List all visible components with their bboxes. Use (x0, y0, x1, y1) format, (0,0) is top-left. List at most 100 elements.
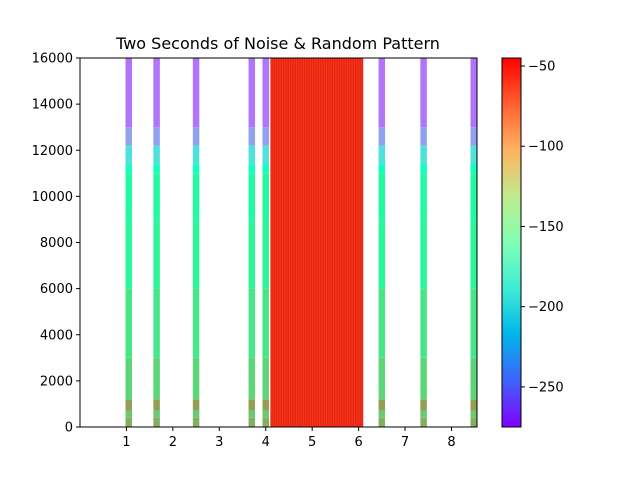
noise-texture (295, 58, 297, 427)
click-band (262, 127, 269, 146)
x-axis: 1 2 3 4 5 6 7 8 (122, 427, 456, 450)
colorbar-tick-label: −150 (528, 220, 564, 235)
noise-texture (277, 58, 279, 427)
click-band (470, 164, 477, 174)
y-tick-label: 8000 (40, 236, 73, 251)
click-band (192, 164, 200, 174)
x-tick-label: 7 (401, 435, 409, 450)
noise-texture (298, 58, 300, 427)
click-band (420, 417, 427, 427)
click-band (420, 219, 427, 289)
click-band (420, 127, 427, 146)
noise-texture (275, 58, 277, 427)
noise-texture (291, 58, 293, 427)
click-band (262, 58, 269, 128)
noise-texture (360, 58, 362, 427)
x-tick-label: 3 (215, 435, 223, 450)
click-band (470, 410, 477, 418)
click-band (378, 145, 386, 165)
click-band (125, 417, 133, 427)
click-band (125, 219, 133, 289)
x-tick-label: 6 (354, 435, 362, 450)
x-tick-label: 1 (122, 435, 130, 450)
click-band (125, 288, 133, 358)
noise-texture (300, 58, 302, 427)
chart-title: Two Seconds of Noise & Random Pattern (115, 34, 440, 53)
click-band (153, 173, 160, 220)
click-column (262, 58, 269, 427)
y-tick-label: 16000 (32, 52, 73, 67)
noise-texture (340, 58, 342, 427)
noise-texture (351, 58, 353, 427)
noise-texture (286, 58, 288, 427)
click-band (125, 127, 133, 146)
noise-texture (305, 58, 307, 427)
click-band (248, 219, 256, 289)
y-tick-label: 0 (65, 421, 73, 436)
click-band (262, 219, 269, 289)
click-band (378, 288, 386, 358)
click-band (192, 58, 200, 128)
noise-texture (358, 58, 360, 427)
click-band (262, 410, 269, 418)
noise-texture (302, 58, 304, 427)
click-band (470, 58, 477, 128)
y-tick-label: 14000 (32, 98, 73, 113)
click-band (420, 357, 427, 400)
click-band (262, 288, 269, 358)
click-band (470, 417, 477, 427)
click-band (378, 58, 386, 128)
click-band (153, 219, 160, 289)
click-band (248, 127, 256, 146)
x-tick-label: 8 (447, 435, 455, 450)
click-band (378, 410, 386, 418)
colorbar-tick-label: −50 (528, 60, 555, 75)
noise-texture (314, 58, 316, 427)
click-band (420, 58, 427, 128)
noise-texture (356, 58, 358, 427)
noise-texture (335, 58, 337, 427)
click-band (470, 288, 477, 358)
click-band (420, 173, 427, 220)
noise-texture (309, 58, 311, 427)
noise-texture (353, 58, 355, 427)
noise-texture (284, 58, 286, 427)
click-band (125, 164, 133, 174)
click-band (262, 399, 269, 411)
click-band (248, 410, 256, 418)
click-band (153, 58, 160, 128)
y-tick-label: 12000 (32, 144, 73, 159)
click-band (153, 164, 160, 174)
click-band (378, 127, 386, 146)
noise-texture (337, 58, 339, 427)
noise-texture (281, 58, 283, 427)
click-band (125, 357, 133, 400)
click-band (378, 417, 386, 427)
click-band (153, 410, 160, 418)
colorbar-tick-label: −200 (528, 300, 564, 315)
noise-texture (342, 58, 344, 427)
click-band (153, 288, 160, 358)
click-band (125, 173, 133, 220)
click-band (153, 145, 160, 165)
noise-texture (344, 58, 346, 427)
click-column (378, 58, 386, 427)
click-band (262, 173, 269, 220)
click-band (262, 164, 269, 174)
click-band (248, 288, 256, 358)
click-band (248, 58, 256, 128)
click-band (378, 164, 386, 174)
click-band (420, 145, 427, 165)
noise-texture (307, 58, 309, 427)
noise-texture (279, 58, 281, 427)
click-band (125, 145, 133, 165)
click-band (420, 288, 427, 358)
click-band (192, 127, 200, 146)
y-tick-label: 6000 (40, 282, 73, 297)
click-band (192, 145, 200, 165)
click-column (248, 58, 256, 427)
click-band (420, 164, 427, 174)
noise-texture (319, 58, 321, 427)
click-band (378, 219, 386, 289)
